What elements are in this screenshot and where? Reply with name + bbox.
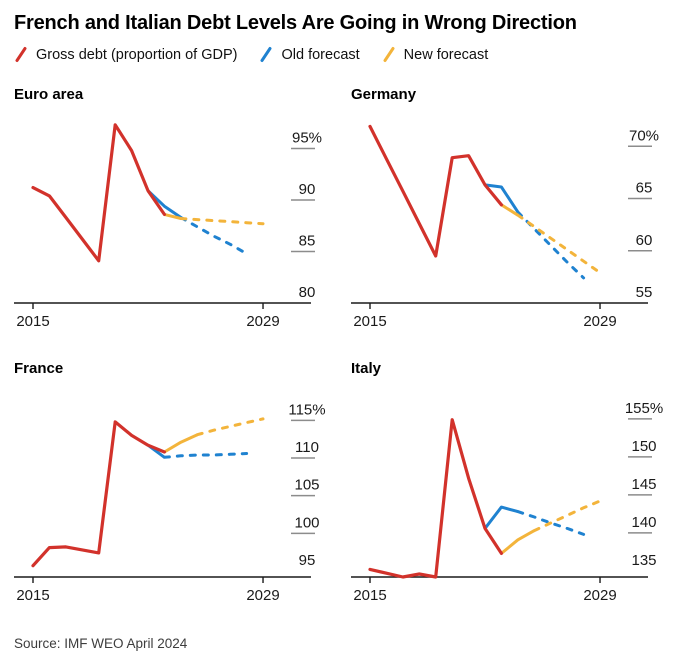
legend-item-gross-debt: Gross debt (proportion of GDP): [14, 46, 237, 63]
x-tick-label: 2015: [353, 587, 386, 604]
legend-label-old-forecast: Old forecast: [281, 46, 360, 63]
x-tick-label: 2029: [246, 587, 279, 604]
chart-panel-france: France 115% 110 105 100 95 2015 2029: [14, 360, 338, 619]
y-tick-label: 70%: [629, 127, 659, 144]
new-forecast-line-solid: [500, 529, 536, 555]
panel-title: Euro area: [14, 86, 84, 103]
chart-title: French and Italian Debt Levels Are Going…: [14, 12, 577, 34]
y-tick-label: 90: [299, 181, 316, 198]
legend: Gross debt (proportion of GDP) Old forec…: [14, 46, 488, 63]
y-tick-label: 155%: [625, 400, 663, 417]
y-tick-label: 95: [299, 552, 316, 569]
legend-item-new-forecast: New forecast: [382, 46, 489, 63]
new-forecast-line-solid: [500, 203, 519, 217]
y-tick-label: 145: [631, 476, 656, 493]
legend-label-gross-debt: Gross debt (proportion of GDP): [36, 46, 238, 63]
chart-panel-euro-area: Euro area 95% 90 85 80 2015 2029: [14, 86, 338, 345]
new-forecast-line-dashed: [179, 217, 265, 226]
new-forecast-line-solid: [164, 212, 182, 220]
chart-panel-italy: Italy 155% 150 145 140 135 2015 2029: [351, 360, 675, 619]
gross-debt-line-swatch-icon: [15, 47, 27, 62]
old-forecast-line-dashed: [179, 216, 249, 256]
line-chart: 70% 65 60 55 2015 2029: [351, 124, 659, 330]
y-tick-label: 80: [299, 284, 316, 301]
y-tick-label: 95%: [292, 130, 322, 147]
y-tick-label: 115%: [288, 401, 325, 418]
x-tick-label: 2015: [16, 587, 49, 604]
y-tick-label: 60: [636, 232, 653, 249]
line-chart: 115% 110 105 100 95 2015 2029: [14, 401, 326, 604]
line-chart: 155% 150 145 140 135 2015 2029: [351, 400, 663, 604]
panel-title: Italy: [351, 360, 382, 377]
y-tick-label: 150: [631, 438, 656, 455]
old-forecast-line-swatch-icon: [260, 47, 272, 62]
legend-item-old-forecast: Old forecast: [259, 46, 360, 63]
gross-debt-line: [368, 124, 503, 258]
x-tick-label: 2029: [246, 313, 279, 330]
line-chart: 95% 90 85 80 2015 2029: [14, 123, 322, 330]
x-tick-label: 2029: [583, 587, 616, 604]
new-forecast-line-solid: [163, 433, 198, 454]
new-forecast-line-dashed: [516, 213, 602, 275]
legend-label-new-forecast: New forecast: [403, 46, 489, 63]
y-tick-label: 100: [294, 514, 319, 531]
old-forecast-line-dashed: [516, 510, 586, 536]
old-forecast-line-dashed: [162, 452, 249, 459]
old-forecast-line-solid: [483, 505, 519, 530]
new-forecast-line-dashed: [195, 417, 265, 437]
old-forecast-line-solid: [484, 183, 520, 213]
new-forecast-line-dashed: [532, 499, 602, 533]
x-tick-label: 2015: [353, 313, 386, 330]
y-tick-label: 135: [631, 552, 656, 569]
y-tick-label: 105: [294, 477, 319, 494]
x-tick-label: 2015: [16, 313, 49, 330]
gross-debt-line: [368, 418, 503, 579]
y-tick-label: 55: [636, 284, 653, 301]
new-forecast-line-swatch-icon: [383, 47, 395, 62]
y-tick-label: 110: [295, 439, 319, 456]
y-tick-label: 65: [636, 180, 653, 197]
panel-title: Germany: [351, 86, 417, 103]
y-tick-label: 140: [631, 514, 656, 531]
gross-debt-line: [31, 420, 166, 568]
x-tick-label: 2029: [583, 313, 616, 330]
chart-panel-germany: Germany 70% 65 60 55 2015 2029: [351, 86, 675, 345]
y-tick-label: 85: [299, 233, 316, 250]
panel-title: France: [14, 360, 64, 377]
source-note: Source: IMF WEO April 2024: [14, 636, 188, 651]
gross-debt-line: [31, 123, 166, 263]
